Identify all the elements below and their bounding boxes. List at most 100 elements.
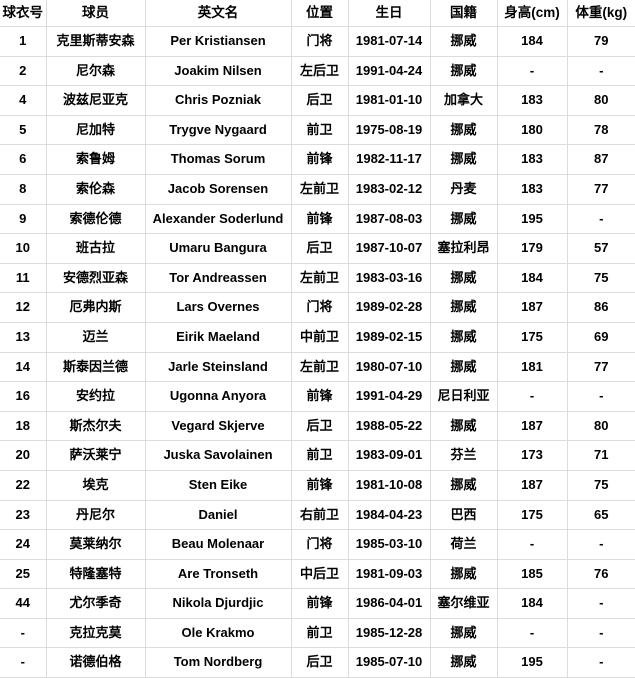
cell-height: 184 (497, 26, 568, 57)
cell-ename: Alexander Soderlund (145, 203, 292, 235)
cell-nationality: 塞尔维亚 (430, 588, 498, 619)
cell-nationality: 挪威 (430, 558, 498, 590)
table-row: 14 斯泰因兰德 Jarle Steinsland 左前卫 1980-07-10 挪威 18… (0, 351, 635, 383)
cell-weight: - (567, 381, 635, 412)
cell-position: 前锋 (291, 469, 349, 501)
cell-height: - (497, 529, 568, 560)
cell-weight: - (567, 617, 635, 649)
cell-nationality: 加拿大 (430, 85, 498, 116)
table-body: 1 克里斯蒂安森 Per Kristiansen 门将 1981-07-14 挪威 184 7… (0, 26, 635, 678)
cell-ename: Are Tronseth (145, 558, 292, 590)
cell-position: 门将 (291, 26, 349, 57)
cell-weight: 71 (567, 440, 635, 471)
cell-position: 前锋 (291, 203, 349, 235)
cell-height: 195 (497, 647, 568, 678)
cell-birthday: 1982-11-17 (348, 144, 431, 175)
cell-cname: 班古拉 (46, 233, 146, 264)
cell-position: 右前卫 (291, 499, 349, 531)
cell-birthday: 1975-08-19 (348, 114, 431, 146)
column-header-cname: 球员 (46, 0, 146, 27)
cell-cname: 尼加特 (46, 114, 146, 146)
table-row: 20 萨沃莱宁 Juska Savolainen 前卫 1983-09-01 芬兰 173 7… (0, 440, 635, 471)
cell-height: 185 (497, 558, 568, 590)
cell-weight: 65 (567, 499, 635, 531)
cell-birthday: 1988-05-22 (348, 410, 431, 442)
cell-weight: 79 (567, 26, 635, 57)
cell-height: 195 (497, 203, 568, 235)
cell-height: 183 (497, 85, 568, 116)
cell-number: 16 (0, 381, 47, 412)
cell-position: 后卫 (291, 410, 349, 442)
cell-position: 前卫 (291, 617, 349, 649)
cell-weight: 77 (567, 173, 635, 205)
cell-weight: 80 (567, 410, 635, 442)
cell-nationality: 挪威 (430, 647, 498, 678)
cell-position: 后卫 (291, 647, 349, 678)
cell-weight: - (567, 203, 635, 235)
cell-birthday: 1980-07-10 (348, 351, 431, 383)
cell-weight: - (567, 55, 635, 87)
cell-birthday: 1983-02-12 (348, 173, 431, 205)
column-header-weight: 体重(kg) (567, 0, 635, 27)
cell-nationality: 巴西 (430, 499, 498, 531)
cell-cname: 索德伦德 (46, 203, 146, 235)
cell-birthday: 1989-02-15 (348, 321, 431, 353)
table-row: 12 厄弗内斯 Lars Overnes 门将 1989-02-28 挪威 187 86 (0, 292, 635, 323)
cell-height: 187 (497, 469, 568, 501)
cell-height: 187 (497, 292, 568, 323)
cell-birthday: 1985-12-28 (348, 617, 431, 649)
cell-number: 5 (0, 114, 47, 146)
cell-ename: Umaru Bangura (145, 233, 292, 264)
cell-cname: 索鲁姆 (46, 144, 146, 175)
cell-nationality: 丹麦 (430, 173, 498, 205)
table-row: 1 克里斯蒂安森 Per Kristiansen 门将 1981-07-14 挪威 184 7… (0, 26, 635, 57)
cell-number: 8 (0, 173, 47, 205)
cell-weight: 77 (567, 351, 635, 383)
table-row: 16 安约拉 Ugonna Anyora 前锋 1991-04-29 尼日利亚 - - (0, 381, 635, 412)
cell-height: 173 (497, 440, 568, 471)
cell-position: 左前卫 (291, 262, 349, 294)
table-row: - 克拉克莫 Ole Krakmo 前卫 1985-12-28 挪威 - - (0, 617, 635, 649)
cell-number: 11 (0, 262, 47, 294)
cell-number: 4 (0, 85, 47, 116)
table-row: 4 波兹尼亚克 Chris Pozniak 后卫 1981-01-10 加拿大 183 80 (0, 85, 635, 116)
cell-weight: 87 (567, 144, 635, 175)
cell-height: 184 (497, 588, 568, 619)
cell-birthday: 1989-02-28 (348, 292, 431, 323)
cell-ename: Vegard Skjerve (145, 410, 292, 442)
cell-weight: 75 (567, 262, 635, 294)
cell-ename: Nikola Djurdjic (145, 588, 292, 619)
cell-position: 前锋 (291, 588, 349, 619)
cell-number: - (0, 647, 47, 678)
cell-height: 175 (497, 321, 568, 353)
column-header-ename: 英文名 (145, 0, 292, 27)
cell-position: 左前卫 (291, 173, 349, 205)
table-row: 8 索伦森 Jacob Sorensen 左前卫 1983-02-12 丹麦 183 77 (0, 173, 635, 205)
cell-weight: 76 (567, 558, 635, 590)
cell-birthday: 1991-04-29 (348, 381, 431, 412)
cell-cname: 安约拉 (46, 381, 146, 412)
cell-ename: Joakim Nilsen (145, 55, 292, 87)
cell-position: 左后卫 (291, 55, 349, 87)
cell-ename: Tom Nordberg (145, 647, 292, 678)
cell-position: 前锋 (291, 381, 349, 412)
cell-cname: 斯泰因兰德 (46, 351, 146, 383)
cell-height: 183 (497, 144, 568, 175)
cell-nationality: 挪威 (430, 26, 498, 57)
cell-number: - (0, 617, 47, 649)
cell-weight: 75 (567, 469, 635, 501)
cell-cname: 波兹尼亚克 (46, 85, 146, 116)
cell-number: 22 (0, 469, 47, 501)
cell-ename: Trygve Nygaard (145, 114, 292, 146)
cell-ename: Juska Savolainen (145, 440, 292, 471)
cell-position: 前卫 (291, 114, 349, 146)
table-row: 10 班古拉 Umaru Bangura 后卫 1987-10-07 塞拉利昂 179 57 (0, 233, 635, 264)
cell-birthday: 1983-09-01 (348, 440, 431, 471)
cell-birthday: 1985-07-10 (348, 647, 431, 678)
cell-number: 18 (0, 410, 47, 442)
cell-height: 179 (497, 233, 568, 264)
cell-number: 6 (0, 144, 47, 175)
cell-number: 44 (0, 588, 47, 619)
cell-number: 23 (0, 499, 47, 531)
